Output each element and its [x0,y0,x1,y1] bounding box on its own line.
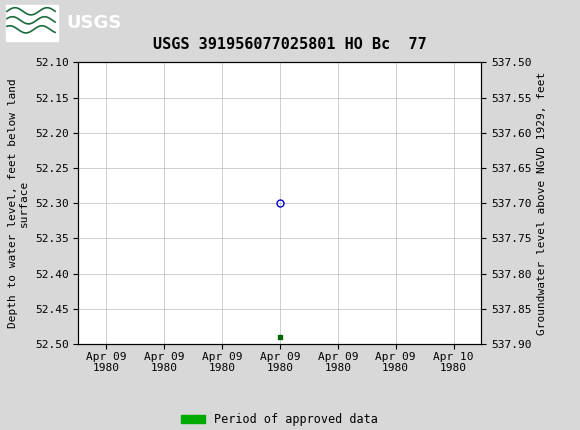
Text: USGS 391956077025801 HO Bc  77: USGS 391956077025801 HO Bc 77 [153,37,427,52]
Y-axis label: Depth to water level, feet below land
surface: Depth to water level, feet below land su… [8,78,29,328]
Y-axis label: Groundwater level above NGVD 1929, feet: Groundwater level above NGVD 1929, feet [537,71,547,335]
Legend: Period of approved data: Period of approved data [177,408,383,430]
Text: USGS: USGS [67,14,122,31]
FancyBboxPatch shape [6,4,58,41]
